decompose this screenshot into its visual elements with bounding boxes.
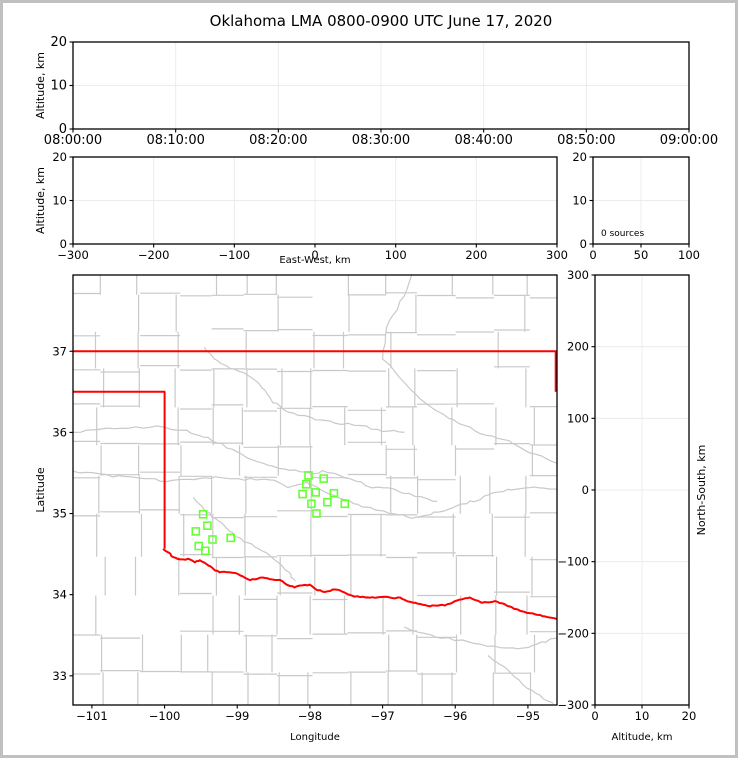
svg-text:08:30:00: 08:30:00 bbox=[352, 133, 410, 148]
svg-text:50: 50 bbox=[634, 248, 649, 262]
svg-text:37: 37 bbox=[52, 344, 67, 358]
station-marker bbox=[208, 535, 217, 544]
svg-text:100: 100 bbox=[678, 248, 700, 262]
river-line bbox=[382, 275, 557, 464]
svg-text:−100: −100 bbox=[557, 555, 589, 569]
state-border-red-river bbox=[162, 548, 557, 620]
svg-text:300: 300 bbox=[567, 268, 589, 282]
svg-text:−95: −95 bbox=[516, 709, 540, 723]
station-marker bbox=[298, 489, 307, 499]
panel-border bbox=[72, 41, 690, 130]
river-line bbox=[487, 655, 554, 704]
svg-text:0: 0 bbox=[60, 237, 67, 251]
river-line bbox=[73, 470, 557, 519]
alt-vs-time-panel: 08:00:00 08:10:00 08:20:00 08:30:00 08:40:00… bbox=[34, 35, 718, 148]
svg-text:East-West, km: East-West, km bbox=[279, 255, 350, 266]
svg-text:−200: −200 bbox=[557, 626, 589, 640]
source-histogram-panel: 0 50 100 0 10 20 0 sources bbox=[572, 150, 700, 262]
svg-text:Altitude, km: Altitude, km bbox=[34, 52, 47, 119]
svg-text:−98: −98 bbox=[298, 709, 322, 723]
station-marker bbox=[301, 479, 311, 489]
station-marker bbox=[304, 471, 313, 480]
panel-border bbox=[72, 274, 558, 706]
svg-text:0: 0 bbox=[582, 483, 589, 497]
svg-text:35: 35 bbox=[52, 507, 67, 521]
station-marker bbox=[198, 509, 208, 519]
alt-vs-ns-panel: 0 10 20 −300 −200 −100 0 100 200 300 Altitude, km N… bbox=[557, 268, 708, 743]
svg-text:0: 0 bbox=[589, 248, 596, 262]
station-marker bbox=[194, 541, 203, 551]
county-lines bbox=[73, 275, 557, 705]
svg-text:20: 20 bbox=[682, 709, 697, 723]
river-line bbox=[404, 626, 557, 650]
svg-text:0: 0 bbox=[59, 122, 67, 137]
svg-text:10: 10 bbox=[50, 79, 67, 94]
svg-text:−300: −300 bbox=[557, 698, 589, 712]
station-marker bbox=[312, 509, 321, 518]
river-lines bbox=[73, 275, 557, 704]
station-marker bbox=[191, 527, 201, 536]
station-marker bbox=[307, 499, 316, 509]
svg-text:Latitude: Latitude bbox=[34, 467, 47, 513]
station-markers bbox=[191, 471, 350, 556]
svg-text:0 sources: 0 sources bbox=[601, 229, 644, 239]
svg-text:09:00:00: 09:00:00 bbox=[660, 133, 718, 148]
station-marker bbox=[311, 488, 321, 497]
svg-text:Altitude, km: Altitude, km bbox=[612, 732, 673, 743]
svg-text:300: 300 bbox=[546, 248, 568, 262]
svg-text:200: 200 bbox=[465, 248, 487, 262]
station-marker bbox=[201, 546, 210, 556]
svg-text:10: 10 bbox=[635, 709, 650, 723]
svg-text:Longitude: Longitude bbox=[290, 732, 340, 743]
svg-text:100: 100 bbox=[385, 248, 407, 262]
svg-text:200: 200 bbox=[567, 340, 589, 354]
river-line bbox=[73, 425, 438, 502]
svg-text:08:00:00: 08:00:00 bbox=[44, 133, 102, 148]
plot-title: Oklahoma LMA 0800-0900 UTC June 17, 2020 bbox=[209, 12, 553, 30]
svg-text:08:50:00: 08:50:00 bbox=[557, 133, 615, 148]
svg-text:Altitude, km: Altitude, km bbox=[34, 167, 47, 234]
station-marker bbox=[340, 499, 350, 509]
station-marker bbox=[226, 533, 235, 543]
svg-text:08:40:00: 08:40:00 bbox=[454, 133, 512, 148]
svg-text:0: 0 bbox=[311, 248, 318, 262]
river-line bbox=[203, 346, 405, 433]
svg-text:08:10:00: 08:10:00 bbox=[146, 133, 204, 148]
svg-text:−300: −300 bbox=[57, 248, 89, 262]
svg-text:0: 0 bbox=[591, 709, 598, 723]
panel-border bbox=[592, 156, 690, 245]
svg-text:−101: −101 bbox=[76, 709, 108, 723]
station-marker bbox=[203, 521, 212, 531]
svg-text:−100: −100 bbox=[149, 709, 181, 723]
map-layers bbox=[73, 275, 557, 705]
svg-text:−99: −99 bbox=[225, 709, 249, 723]
river-line bbox=[193, 496, 296, 582]
panel-border bbox=[72, 156, 558, 245]
svg-text:10: 10 bbox=[572, 194, 587, 208]
svg-text:20: 20 bbox=[52, 150, 67, 164]
svg-text:20: 20 bbox=[50, 35, 67, 50]
alt-vs-ew-panel: −300 −200 −100 0 100 200 300 0 10 20 East-West, km… bbox=[34, 150, 568, 266]
svg-text:33: 33 bbox=[52, 669, 67, 683]
svg-text:20: 20 bbox=[572, 150, 587, 164]
svg-text:36: 36 bbox=[52, 425, 67, 439]
svg-text:−96: −96 bbox=[443, 709, 467, 723]
svg-text:−200: −200 bbox=[138, 248, 170, 262]
svg-text:08:20:00: 08:20:00 bbox=[249, 133, 307, 148]
svg-text:0: 0 bbox=[580, 237, 587, 251]
station-marker bbox=[319, 474, 329, 483]
svg-text:34: 34 bbox=[52, 588, 67, 602]
panel-border bbox=[594, 274, 690, 706]
svg-text:North-South, km: North-South, km bbox=[695, 445, 708, 536]
svg-text:−97: −97 bbox=[370, 709, 394, 723]
svg-text:100: 100 bbox=[567, 411, 589, 425]
station-marker bbox=[323, 497, 332, 507]
svg-text:10: 10 bbox=[52, 194, 67, 208]
station-marker bbox=[329, 488, 339, 498]
state-border-panhandle bbox=[73, 390, 166, 549]
svg-text:−100: −100 bbox=[219, 248, 251, 262]
plan-view-map-panel: −101 −100 −99 −98 −97 −96 −95 33 34 35 36 37 Longitu… bbox=[34, 274, 558, 743]
